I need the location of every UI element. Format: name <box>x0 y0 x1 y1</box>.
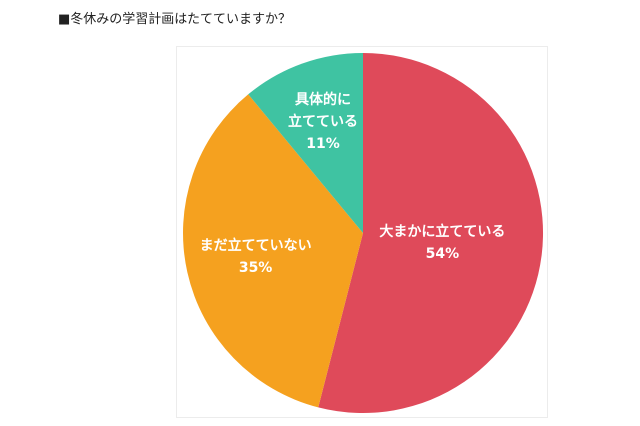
chart-frame: 大まかに立てている 54% まだ立てていない 35% 具体的に立てている 11% <box>176 46 548 418</box>
pie-slice-0 <box>318 53 544 413</box>
pie-slice-2 <box>248 53 363 233</box>
pie-category-label-2-line-1: 立てている <box>288 113 358 130</box>
pie-category-label-1-line-0: まだ立てていない <box>200 237 312 254</box>
heading-marker: ■ <box>58 12 71 27</box>
pie-slice-1 <box>183 94 363 408</box>
pie-value-label-1: 35% <box>239 260 273 276</box>
pie-category-label-2-line-0: 具体的に <box>294 91 351 108</box>
heading-text: 冬休みの学習計画はたてていますか？ <box>70 12 292 27</box>
pie-category-label-0-line-0: 大まかに立てている <box>379 223 505 240</box>
chart-heading: ■冬休みの学習計画はたてていますか？ <box>58 12 291 28</box>
pie-value-label-2: 11% <box>306 136 340 152</box>
pie-value-label-0: 54% <box>426 246 460 262</box>
